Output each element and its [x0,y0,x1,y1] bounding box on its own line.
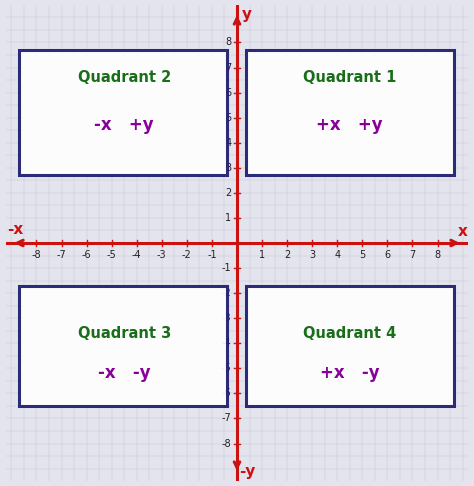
Text: 4: 4 [334,250,340,260]
Text: -y: -y [239,464,255,479]
Text: 6: 6 [225,87,231,98]
Text: +x   +y: +x +y [317,116,383,134]
Text: -4: -4 [222,338,231,348]
Bar [19,286,227,406]
Text: -2: -2 [182,250,192,260]
Text: Quadrant 4: Quadrant 4 [303,326,396,341]
Text: 8: 8 [225,37,231,48]
Text: -3: -3 [157,250,166,260]
Text: -7: -7 [222,414,231,423]
Text: 6: 6 [384,250,391,260]
Text: -6: -6 [222,388,231,399]
Text: 1: 1 [225,213,231,223]
Text: 4: 4 [225,138,231,148]
Text: 7: 7 [410,250,416,260]
Text: 3: 3 [225,163,231,173]
Bar [19,50,227,175]
Text: 2: 2 [225,188,231,198]
Text: Quadrant 3: Quadrant 3 [78,326,171,341]
Text: +x   -y: +x -y [320,364,380,382]
Text: -1: -1 [222,263,231,273]
Text: y: y [242,7,252,22]
Text: 2: 2 [284,250,290,260]
Text: 7: 7 [225,63,231,72]
Text: -3: -3 [222,313,231,323]
Text: -x: -x [7,222,23,237]
Text: 5: 5 [225,113,231,122]
Text: 8: 8 [435,250,441,260]
Text: -5: -5 [107,250,117,260]
Text: -8: -8 [222,438,231,449]
Text: x: x [458,224,467,239]
Text: -4: -4 [132,250,142,260]
Text: -5: -5 [222,364,231,373]
Bar [246,286,454,406]
Text: -x   -y: -x -y [98,364,151,382]
Text: 1: 1 [259,250,265,260]
Text: -8: -8 [32,250,41,260]
Text: -1: -1 [207,250,217,260]
Bar [246,50,454,175]
Text: 3: 3 [309,250,315,260]
Text: Quadrant 1: Quadrant 1 [303,70,396,85]
Text: Quadrant 2: Quadrant 2 [78,70,171,85]
Text: -2: -2 [222,288,231,298]
Text: 5: 5 [359,250,365,260]
Text: -7: -7 [57,250,66,260]
Text: -6: -6 [82,250,91,260]
Text: -x   +y: -x +y [94,116,154,134]
